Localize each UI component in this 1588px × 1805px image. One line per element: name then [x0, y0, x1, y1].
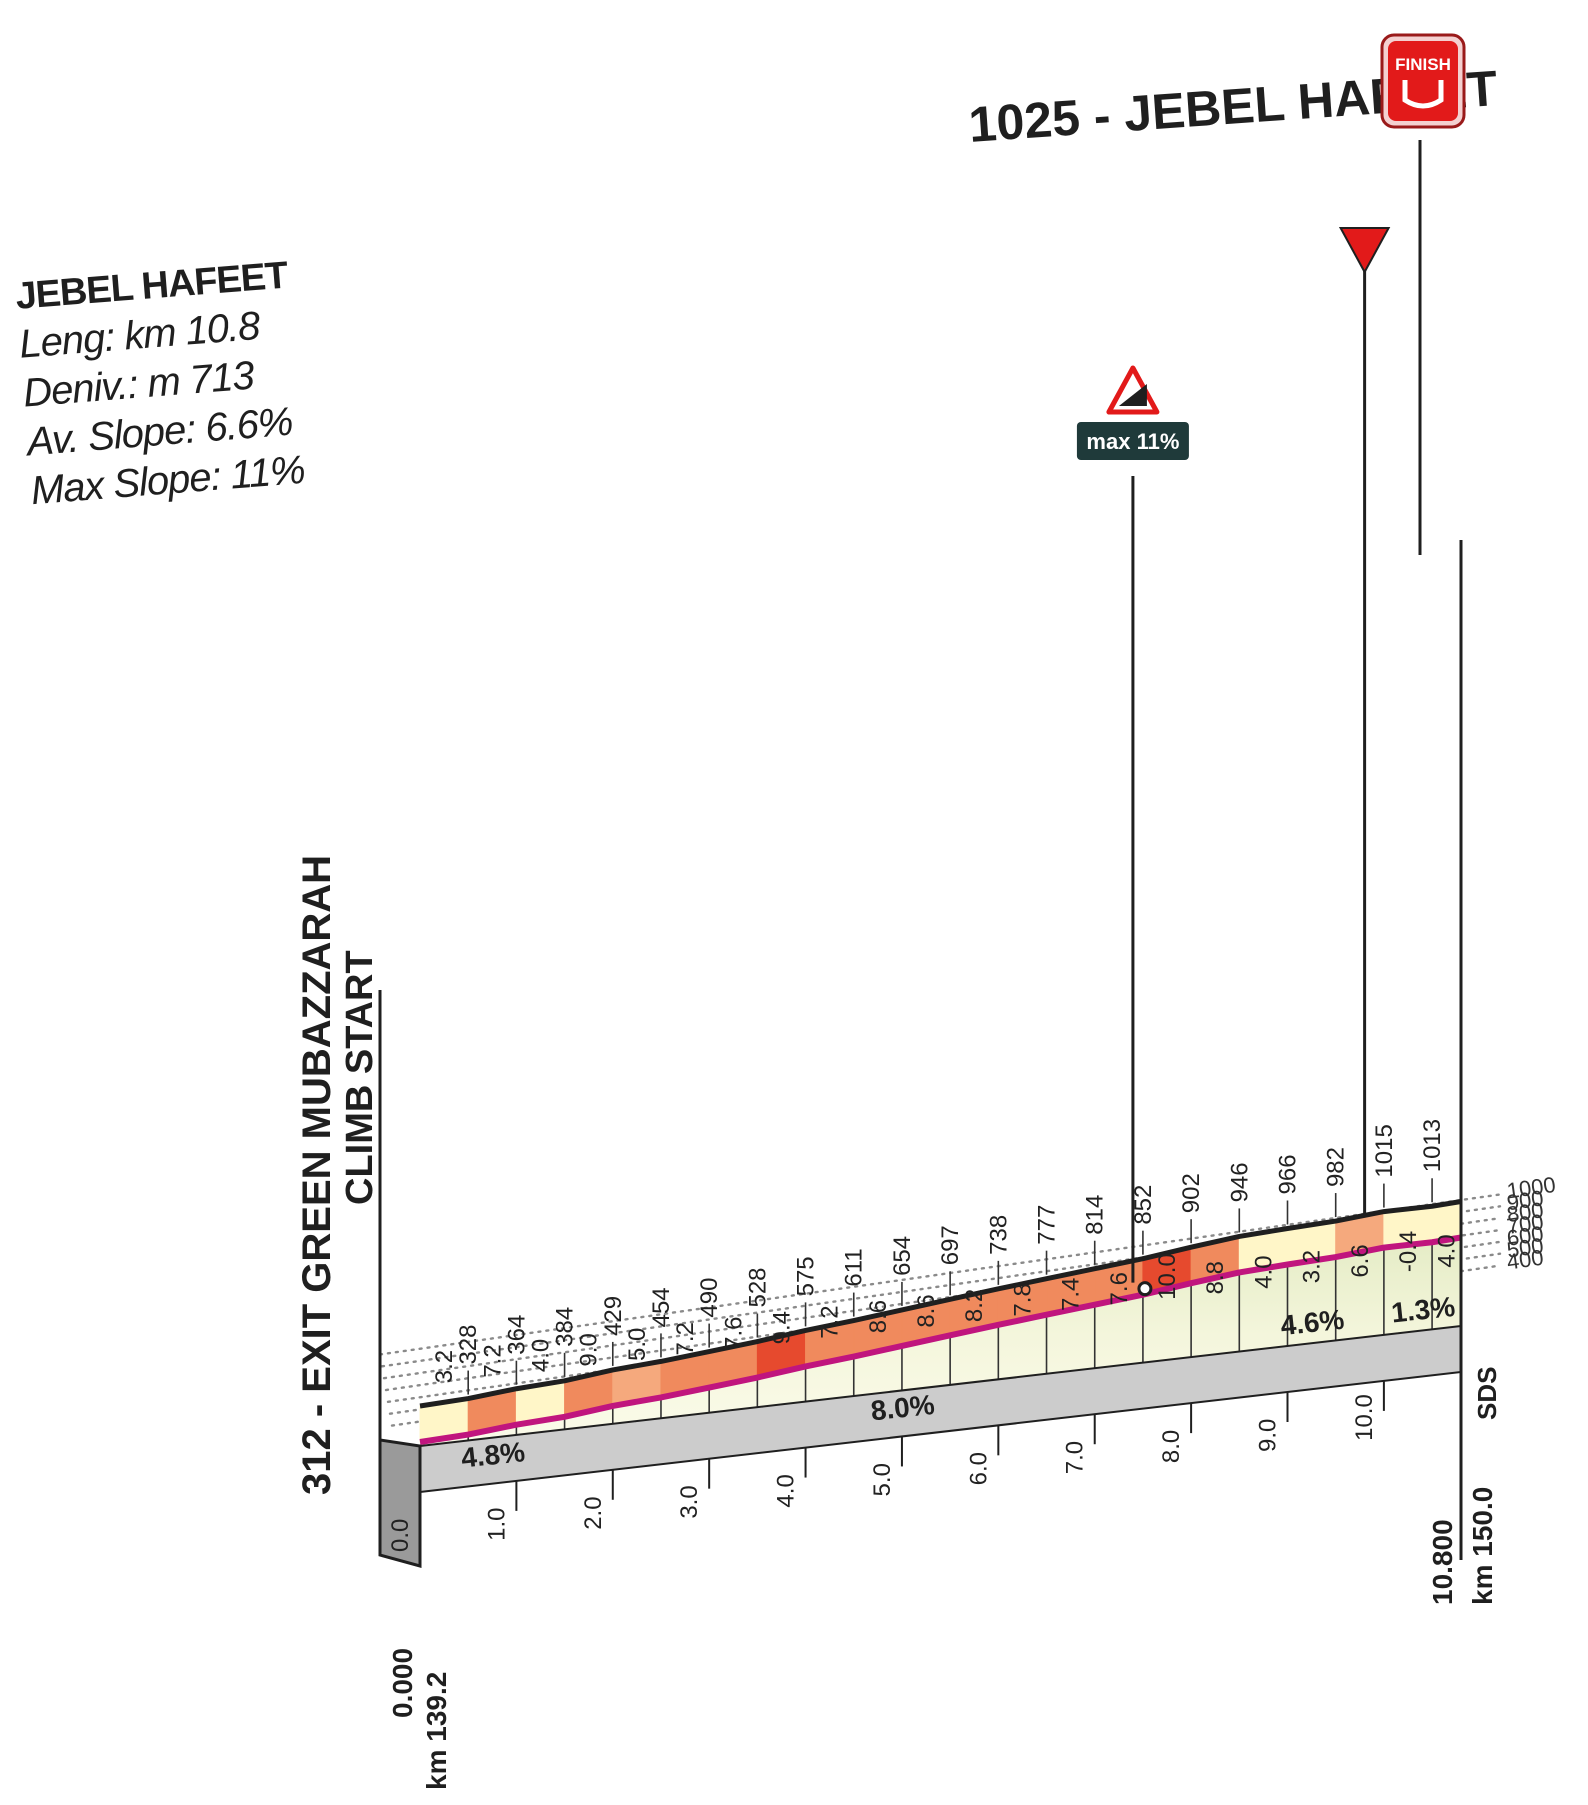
segment-gradient: 8.8	[1202, 1261, 1229, 1294]
y-tick-label: 800	[1505, 1197, 1545, 1227]
altitude-label: 429	[600, 1296, 627, 1336]
x-tick-label: 10.0	[1351, 1394, 1378, 1441]
section-slope-label: 8.0%	[869, 1389, 936, 1427]
gridline	[378, 1193, 1502, 1356]
section-slope-label: 4.8%	[460, 1436, 527, 1474]
segment-gradient: 3.2	[431, 1350, 458, 1383]
y-tick-label: 700	[1505, 1209, 1545, 1239]
altitude-label: 902	[1178, 1173, 1205, 1213]
altitude-label: 490	[696, 1278, 723, 1318]
segment-gradient: 4.0	[1434, 1234, 1461, 1267]
x-tick-label: 8.0	[1158, 1430, 1185, 1463]
segment-gradient: 9.0	[576, 1333, 603, 1366]
altitude-label: 364	[503, 1315, 530, 1355]
segment-gradient: 6.6	[1347, 1244, 1374, 1277]
segment-gradient: 9.4	[768, 1311, 795, 1344]
segment-gradient: 4.0	[527, 1339, 554, 1372]
altitude-label: 575	[793, 1256, 820, 1296]
x-tick-label: 2.0	[580, 1496, 607, 1529]
y-tick-label: 600	[1505, 1221, 1545, 1251]
end-distance: 10.800	[1427, 1519, 1458, 1605]
segment-gradient: 3.2	[1299, 1250, 1326, 1283]
finish-label: FINISH	[1395, 55, 1451, 74]
x-tick-label: 5.0	[869, 1463, 896, 1496]
altitude-label: 1015	[1371, 1124, 1398, 1177]
altitude-label: 982	[1323, 1147, 1350, 1187]
climb-start-label: CLIMB START	[339, 950, 381, 1205]
altitude-label: 1013	[1419, 1119, 1446, 1172]
y-tick-label: 400	[1505, 1245, 1545, 1275]
x-tick-label: 0.0	[387, 1519, 414, 1552]
segment-gradient: 7.6	[720, 1317, 747, 1350]
x-tick-label: 6.0	[965, 1452, 992, 1485]
y-tick-label: 500	[1505, 1233, 1545, 1263]
x-tick-label: 1.0	[483, 1508, 510, 1541]
section-slope-label: 4.6%	[1279, 1304, 1346, 1342]
altitude-label: 328	[455, 1325, 482, 1365]
start-distance: 0.000	[387, 1648, 418, 1718]
altitude-label: 384	[552, 1307, 579, 1347]
last-km-flag-icon	[1338, 227, 1391, 275]
altitude-label: 777	[1034, 1205, 1061, 1245]
altitude-label: 654	[889, 1236, 916, 1276]
x-tick-label: 3.0	[676, 1485, 703, 1518]
altitude-label: 966	[1275, 1154, 1302, 1194]
segment-gradient: 7.8	[1009, 1283, 1036, 1316]
max-slope-badge	[1076, 422, 1189, 460]
section-slope-label: 1.3%	[1390, 1291, 1457, 1329]
segment-gradient: 10.0	[1154, 1253, 1181, 1300]
altitude-label: 528	[744, 1267, 771, 1307]
segment-gradient: -0.4	[1395, 1231, 1422, 1272]
max-slope-label: max 11%	[1086, 429, 1179, 454]
segment-gradient: 7.2	[817, 1305, 844, 1338]
y-tick-label: 900	[1505, 1185, 1545, 1215]
altitude-label: 738	[985, 1215, 1012, 1255]
altitude-label: 454	[648, 1287, 675, 1327]
altitude-label: 697	[937, 1225, 964, 1265]
start-wall	[378, 1438, 422, 1568]
segment-gradient: 5.0	[624, 1328, 651, 1361]
segment-gradient: 7.2	[672, 1322, 699, 1355]
segment-gradient: 8.6	[865, 1300, 892, 1333]
steep-warning-glyph-icon	[1118, 384, 1147, 406]
x-tick-label: 7.0	[1062, 1441, 1089, 1474]
segment-gradient: 7.4	[1058, 1278, 1085, 1311]
start-km: km 139.2	[421, 1672, 452, 1790]
max-slope-point	[1137, 1281, 1153, 1297]
altitude-label: 611	[841, 1248, 868, 1286]
altitude-label: 946	[1226, 1162, 1253, 1202]
segment-gradient: 7.2	[479, 1344, 506, 1377]
altitude-label: 814	[1082, 1195, 1109, 1235]
x-tick-label: 9.0	[1255, 1419, 1282, 1452]
finish-symbol-icon	[1402, 80, 1444, 109]
x-tick-label: 4.0	[773, 1474, 800, 1507]
end-km: km 150.0	[1467, 1487, 1498, 1605]
segment-gradient: 7.6	[1106, 1272, 1133, 1305]
road-pink-line	[419, 1234, 1462, 1445]
road-top-edge	[419, 1199, 1462, 1409]
segment-gradient: 8.2	[961, 1289, 988, 1322]
segment-gradient: 4.0	[1250, 1255, 1277, 1288]
segment-gradient: 8.6	[913, 1294, 940, 1327]
finish-icon-inner	[1388, 41, 1458, 121]
sds-label: SDS	[1472, 1367, 1502, 1420]
start-label: 312 - EXIT GREEN MUBAZZARAH	[295, 855, 339, 1495]
